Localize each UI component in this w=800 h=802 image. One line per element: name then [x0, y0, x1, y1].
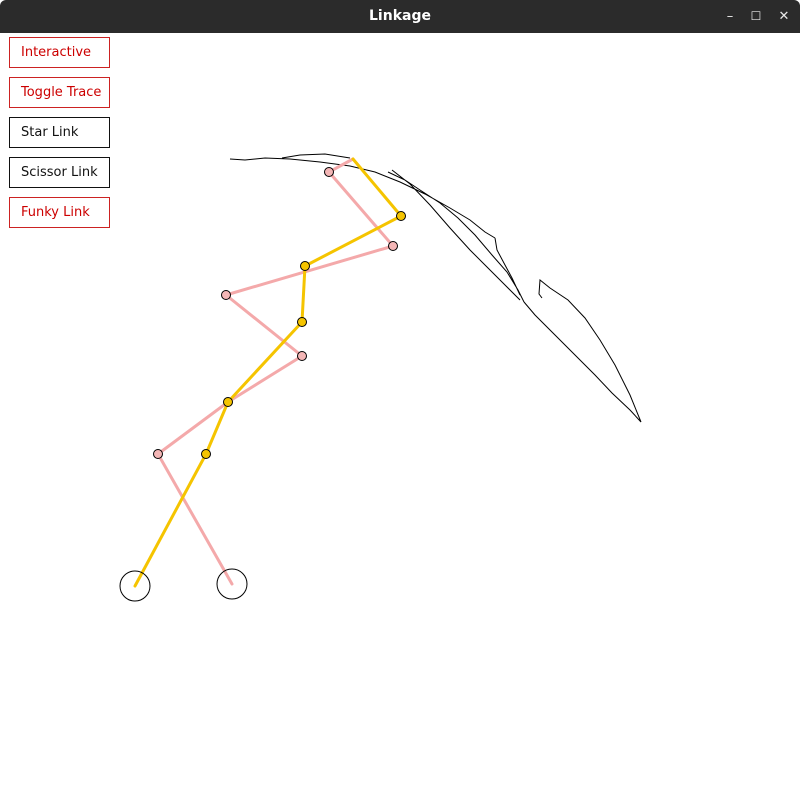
joint — [297, 317, 307, 327]
ground-anchor — [119, 570, 151, 602]
yellow-link — [300, 264, 307, 324]
pink-links — [156, 157, 395, 586]
yellow-link — [226, 320, 304, 404]
yellow-link — [351, 157, 403, 218]
close-icon[interactable]: ✕ — [778, 9, 790, 24]
joint — [201, 449, 211, 459]
pink-link — [327, 170, 395, 248]
joint — [388, 241, 398, 251]
pink-link — [224, 293, 304, 358]
minimize-icon[interactable]: – — [726, 9, 734, 24]
interactive-button[interactable]: Interactive — [9, 37, 110, 68]
linkage-canvas[interactable] — [0, 33, 800, 802]
pink-link — [226, 354, 304, 404]
joint — [153, 449, 163, 459]
yellow-links — [133, 157, 403, 588]
scissor-link-button[interactable]: Scissor Link — [9, 157, 110, 188]
joint — [396, 211, 406, 221]
title-bar: Linkage – ☐ ✕ — [0, 0, 800, 33]
ground-anchor — [216, 568, 248, 600]
maximize-icon[interactable]: ☐ — [750, 9, 762, 23]
funky-link-button[interactable]: Funky Link — [9, 197, 110, 228]
yellow-link — [204, 400, 230, 456]
pink-joints — [153, 167, 398, 459]
joint — [297, 351, 307, 361]
pink-link — [156, 400, 230, 456]
toggle-trace-button[interactable]: Toggle Trace — [9, 77, 110, 108]
joint — [223, 397, 233, 407]
yellow-link — [133, 452, 208, 588]
yellow-joints — [201, 211, 406, 459]
joint — [221, 290, 231, 300]
joint — [324, 167, 334, 177]
window-title: Linkage — [369, 8, 431, 24]
joint — [300, 261, 310, 271]
yellow-link — [303, 214, 403, 268]
trace-path — [229, 153, 642, 423]
star-link-button[interactable]: Star Link — [9, 117, 110, 148]
pink-link — [156, 452, 234, 586]
pink-link — [224, 244, 395, 297]
